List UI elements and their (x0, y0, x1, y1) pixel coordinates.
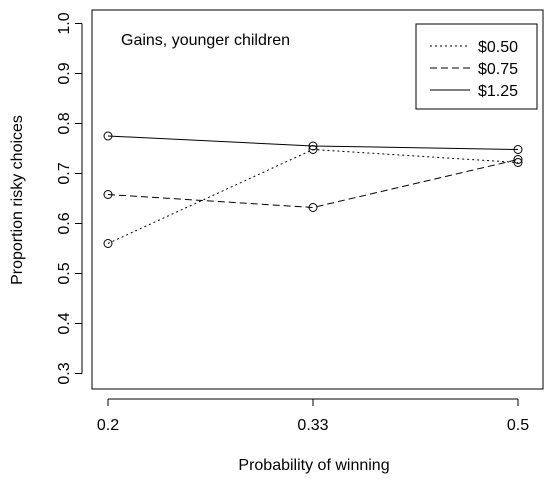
x-tick-label: 0.5 (507, 417, 529, 434)
series-line (107, 159, 519, 209)
x-tick-label: 0.2 (97, 417, 119, 434)
x-tick-label: 0.33 (297, 417, 328, 434)
data-point-marker (308, 141, 318, 151)
y-tick-label: 0.6 (56, 212, 73, 234)
data-point-marker (513, 158, 523, 167)
plot-frame (91, 9, 544, 390)
y-axis: 0.3 0.4 0.5 0.6 0.7 0.8 0.9 1.0 (56, 12, 83, 385)
data-point-marker (103, 190, 113, 199)
legend-label: $1.25 (478, 83, 518, 100)
y-tick-label: 0.4 (56, 312, 73, 334)
data-point-marker (513, 155, 523, 164)
chart-title: Gains, younger children (121, 32, 290, 49)
y-axis-label: Proportion risky choices (9, 115, 26, 285)
legend-label: $0.75 (478, 61, 518, 78)
series-layer (103, 131, 523, 248)
data-point-marker (513, 145, 523, 154)
legend-box (415, 23, 538, 110)
y-tick-label: 0.5 (56, 262, 73, 284)
series-line (107, 135, 519, 150)
x-axis: 0.2 0.33 0.5 (97, 398, 529, 434)
legend-label: $0.50 (478, 39, 518, 56)
y-tick-label: 1.0 (56, 12, 73, 34)
y-tick-label: 0.7 (56, 162, 73, 184)
y-tick-label: 0.3 (56, 362, 73, 384)
legend: $0.50 $0.75 $1.25 (415, 23, 538, 110)
data-point-marker (103, 131, 113, 141)
x-axis-label: Probability of winning (238, 457, 389, 474)
data-point-marker (103, 239, 113, 248)
y-tick-label: 0.8 (56, 112, 73, 134)
y-tick-label: 0.9 (56, 62, 73, 84)
data-point-marker (308, 203, 318, 212)
series-line (107, 148, 519, 244)
